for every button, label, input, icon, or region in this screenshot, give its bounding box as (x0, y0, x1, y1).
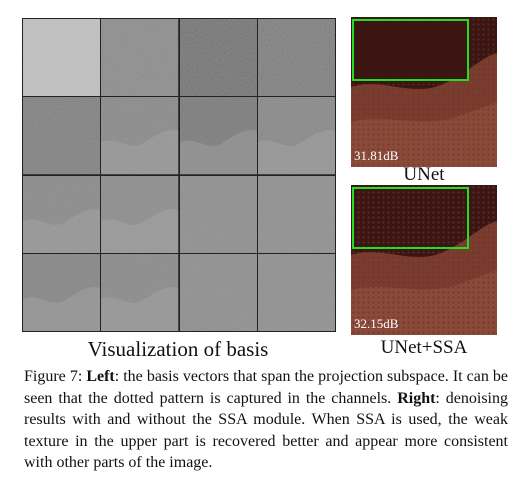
basis-tile (179, 19, 257, 97)
basis-tile-svg (23, 97, 101, 175)
basis-tile (257, 175, 335, 253)
unet-result-image: 31.81dB (351, 17, 497, 167)
highlight-box (352, 187, 469, 249)
basis-tile (257, 97, 335, 175)
basis-tile (23, 97, 101, 175)
basis-tile-svg (179, 175, 257, 253)
unet-psnr: 31.81dB (354, 148, 399, 163)
unet-image-svg (351, 17, 497, 167)
unet-ssa-psnr: 32.15dB (354, 316, 399, 331)
basis-tile-svg (179, 253, 257, 331)
figure-label: Figure 7: (24, 368, 87, 385)
unet-ssa-image-svg (351, 185, 497, 335)
unet-ssa-label: UNet+SSA (380, 337, 468, 358)
basis-tile (23, 175, 101, 253)
basis-tile-svg (257, 175, 335, 253)
highlight-box (352, 19, 469, 81)
basis-tile-svg (23, 253, 101, 331)
basis-tile-svg (23, 19, 101, 97)
caption-part-1: : the basis vectors that span the projec… (24, 368, 509, 407)
basis-tile-svg (257, 19, 335, 97)
basis-visualization-grid (22, 18, 336, 332)
basis-tile (179, 97, 257, 175)
basis-tile-svg (101, 175, 179, 253)
basis-tile (23, 19, 101, 97)
basis-tile-svg (257, 97, 335, 175)
basis-tile (179, 175, 257, 253)
basis-tile (179, 253, 257, 331)
basis-tile-svg (179, 19, 257, 97)
basis-tile-svg (101, 97, 179, 175)
unet-ssa-result-image: 32.15dB (351, 185, 497, 335)
caption-part-2: : denoising results with and without the… (24, 389, 508, 472)
basis-tile (257, 19, 335, 97)
left-bold: Left (86, 368, 115, 385)
basis-caption: Visualization of basis (87, 337, 269, 361)
basis-tile-svg (23, 175, 101, 253)
basis-tile (23, 253, 101, 331)
basis-tile-svg (179, 97, 257, 175)
right-bold: Right (397, 389, 436, 407)
basis-tile (101, 175, 179, 253)
unet-label: UNet (403, 164, 445, 185)
basis-tile (101, 253, 179, 331)
basis-tile (101, 97, 179, 175)
basis-tile-svg (101, 253, 179, 331)
basis-tile-svg (101, 19, 179, 97)
basis-tile-svg (257, 253, 335, 331)
basis-tile (257, 253, 335, 331)
basis-tile (101, 19, 179, 97)
figure-caption: Figure 7: Left: the basis vectors that s… (24, 366, 508, 474)
